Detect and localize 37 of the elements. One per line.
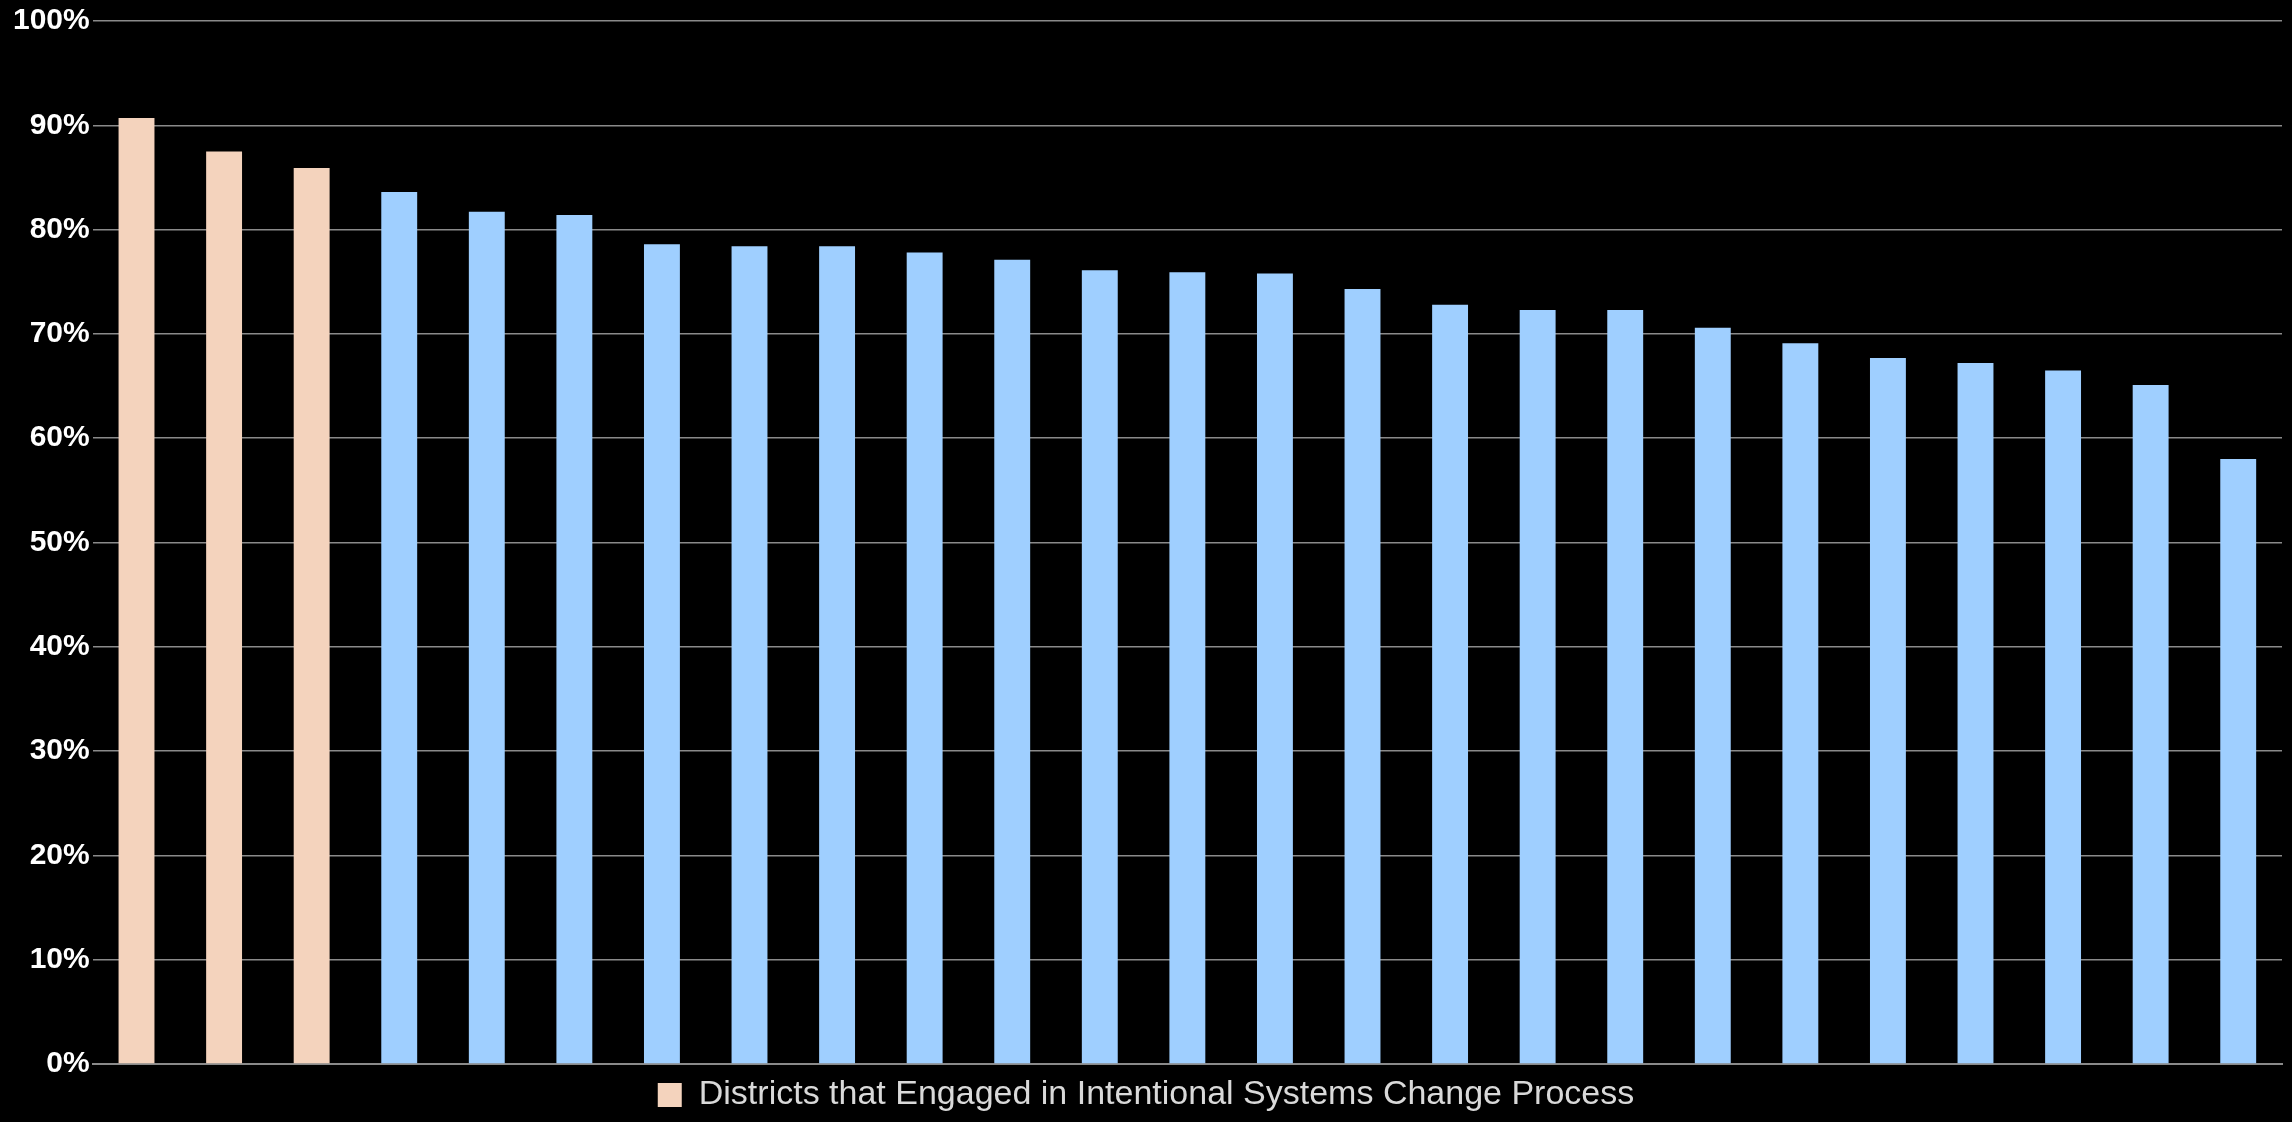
y-tick-label: 40%: [29, 628, 90, 662]
bar: [1869, 357, 1906, 1064]
y-tick-label: 100%: [12, 2, 90, 36]
y-tick-label: 60%: [29, 419, 90, 453]
y-tick-label: 80%: [29, 210, 90, 244]
y-tick-label: 30%: [29, 732, 90, 766]
bar: [1957, 363, 1994, 1064]
bar: [906, 252, 943, 1064]
bar: [1782, 343, 1819, 1064]
bar: [556, 215, 593, 1064]
bar: [468, 211, 505, 1064]
bar: [2220, 459, 2257, 1064]
y-tick-label: 10%: [29, 940, 90, 974]
bar: [1694, 327, 1731, 1064]
bar: [1519, 309, 1556, 1064]
bar: [293, 168, 330, 1064]
bar: [2045, 370, 2082, 1064]
bar: [118, 118, 155, 1064]
y-tick-label: 20%: [29, 836, 90, 870]
y-tick-label: 90%: [29, 106, 90, 140]
y-tick-label: 70%: [29, 315, 90, 349]
bar: [819, 246, 856, 1064]
bar: [206, 151, 243, 1064]
bar: [1607, 309, 1644, 1064]
bar: [1432, 304, 1469, 1064]
y-tick-label: 0%: [46, 1045, 90, 1079]
bar: [1081, 270, 1118, 1064]
bar: [643, 244, 680, 1064]
bar: [1256, 273, 1293, 1064]
bar: [1169, 272, 1206, 1064]
bar: [1344, 289, 1381, 1064]
y-tick-label: 50%: [29, 523, 90, 557]
legend-label: Districts that Engaged in Intentional Systems Change Process: [698, 1073, 1635, 1112]
bar: [994, 259, 1031, 1064]
bar: [381, 192, 418, 1064]
bar: [2132, 385, 2169, 1064]
bar: [731, 246, 768, 1064]
